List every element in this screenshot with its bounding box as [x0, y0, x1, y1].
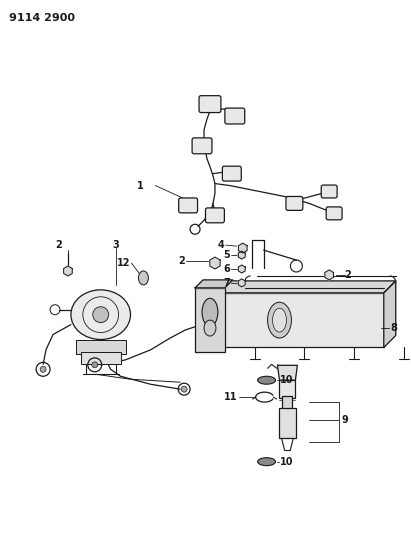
- Polygon shape: [238, 265, 245, 273]
- FancyBboxPatch shape: [179, 198, 198, 213]
- Ellipse shape: [202, 298, 218, 326]
- Text: 7: 7: [223, 278, 230, 288]
- Ellipse shape: [258, 376, 275, 384]
- Polygon shape: [384, 281, 396, 348]
- Bar: [279, 408, 296, 438]
- Ellipse shape: [139, 271, 148, 285]
- FancyBboxPatch shape: [192, 138, 212, 154]
- Bar: [76, 340, 125, 354]
- Text: 10: 10: [279, 457, 293, 467]
- FancyBboxPatch shape: [326, 207, 342, 220]
- Polygon shape: [277, 365, 298, 380]
- Text: 5: 5: [223, 250, 230, 260]
- Circle shape: [92, 362, 98, 368]
- Polygon shape: [215, 281, 396, 293]
- Text: 2: 2: [55, 240, 62, 250]
- Bar: [215, 293, 384, 348]
- FancyBboxPatch shape: [199, 95, 221, 112]
- Ellipse shape: [272, 308, 286, 332]
- Polygon shape: [210, 257, 220, 269]
- Ellipse shape: [204, 320, 216, 336]
- Text: 9: 9: [341, 415, 348, 425]
- Text: 2: 2: [178, 256, 185, 266]
- FancyBboxPatch shape: [222, 166, 241, 181]
- Circle shape: [40, 366, 46, 372]
- Text: 8: 8: [391, 322, 397, 333]
- Text: 4: 4: [218, 240, 225, 250]
- Text: 11: 11: [224, 392, 238, 402]
- FancyBboxPatch shape: [321, 185, 337, 198]
- Bar: [81, 352, 120, 365]
- Polygon shape: [238, 279, 245, 287]
- Text: 2: 2: [344, 270, 351, 280]
- Ellipse shape: [268, 302, 291, 338]
- Text: 10: 10: [279, 375, 293, 385]
- Text: 6: 6: [223, 264, 230, 274]
- FancyBboxPatch shape: [206, 208, 224, 223]
- Polygon shape: [238, 243, 247, 253]
- Text: 9114 2900: 9114 2900: [9, 13, 75, 23]
- Polygon shape: [64, 266, 72, 276]
- Bar: [282, 396, 292, 410]
- Circle shape: [93, 306, 109, 322]
- Circle shape: [181, 386, 187, 392]
- Polygon shape: [325, 270, 333, 280]
- Ellipse shape: [258, 458, 275, 466]
- Text: 3: 3: [112, 240, 119, 250]
- Bar: [195, 288, 225, 352]
- Polygon shape: [238, 251, 245, 259]
- FancyBboxPatch shape: [225, 108, 245, 124]
- Text: 1: 1: [137, 181, 143, 191]
- Ellipse shape: [71, 290, 131, 340]
- Text: 12: 12: [117, 258, 131, 268]
- Polygon shape: [195, 280, 233, 288]
- Bar: [279, 380, 296, 398]
- FancyBboxPatch shape: [286, 197, 303, 211]
